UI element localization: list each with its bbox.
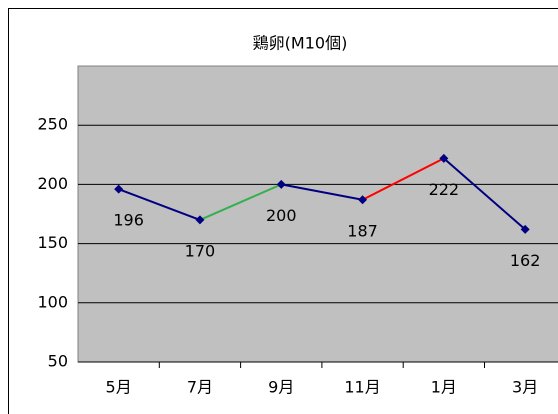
x-tick-label: 1月 [431, 378, 457, 397]
data-label: 200 [266, 206, 297, 225]
chart-title: 鶏卵(M10個) [253, 34, 348, 53]
line-segment [362, 157, 445, 201]
x-tick-label: 11月 [344, 378, 380, 397]
marker [276, 179, 286, 189]
y-tick-label: 50 [48, 352, 68, 371]
data-label: 170 [185, 241, 216, 260]
data-label: 196 [113, 211, 144, 230]
marker [439, 153, 449, 163]
data-label: 187 [347, 221, 378, 240]
y-tick-label: 100 [37, 292, 68, 311]
line-segment [199, 183, 282, 221]
line-segment [443, 157, 526, 231]
marker [520, 224, 530, 234]
y-tick-label: 150 [37, 233, 68, 252]
line-segment [281, 183, 363, 201]
y-tick-label: 250 [37, 115, 68, 134]
plot-area [77, 65, 558, 363]
data-label: 162 [510, 251, 541, 270]
marker [195, 215, 205, 225]
data-label: 222 [429, 180, 460, 199]
x-tick-label: 9月 [268, 378, 294, 397]
line-segment [118, 188, 201, 221]
marker [114, 184, 124, 194]
x-tick-label: 5月 [106, 378, 132, 397]
marker [358, 195, 368, 205]
x-tick-label: 3月 [512, 378, 538, 397]
y-tick-label: 200 [37, 174, 68, 193]
x-tick-label: 7月 [187, 378, 213, 397]
